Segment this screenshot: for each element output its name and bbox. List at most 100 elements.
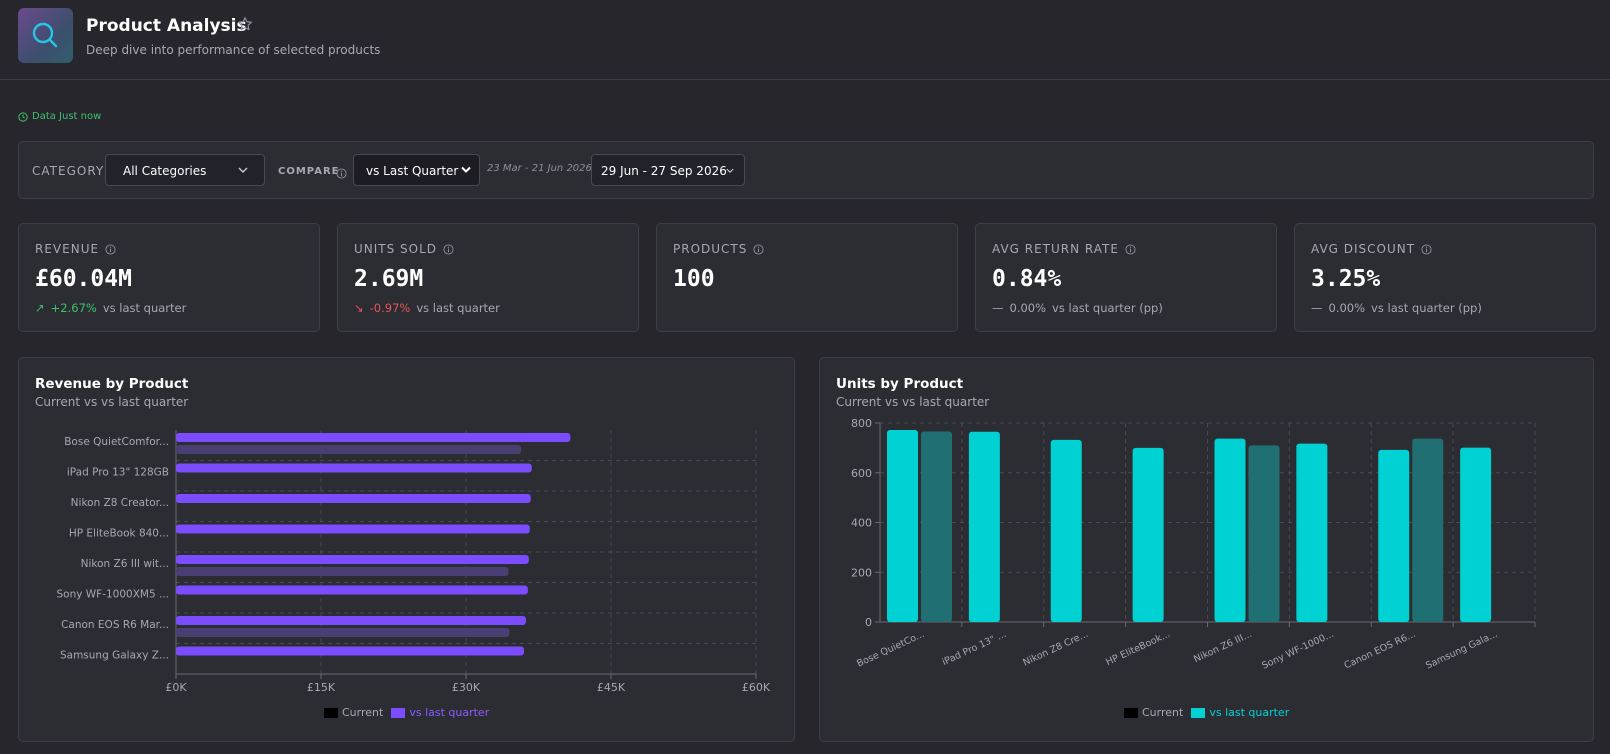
x-tick-label: £0K bbox=[165, 681, 187, 694]
legend-label: Current bbox=[342, 706, 384, 719]
legend-item-previous[interactable]: vs last quarter bbox=[1191, 706, 1289, 719]
bar-previous[interactable] bbox=[921, 431, 952, 622]
kpi-delta-suffix: vs last quarter bbox=[416, 301, 500, 315]
bar-previous[interactable] bbox=[176, 628, 510, 637]
kpi-value: £60.04M bbox=[35, 266, 132, 292]
x-tick-label: Nikon Z8 Cre... bbox=[1021, 629, 1090, 669]
y-tick-label: 200 bbox=[851, 566, 872, 579]
kpi-card: PRODUCTS 100 bbox=[656, 223, 958, 332]
category-select-value: All Categories bbox=[123, 164, 207, 178]
legend-item-current[interactable]: Current bbox=[324, 706, 383, 719]
compare-select[interactable]: vs Last Quarter bbox=[353, 154, 480, 186]
bar-current[interactable] bbox=[1296, 443, 1328, 622]
compare-select-value: vs Last Quarter bbox=[366, 164, 459, 178]
kpi-delta-suffix: vs last quarter (pp) bbox=[1052, 301, 1163, 315]
bar-previous[interactable] bbox=[176, 445, 522, 454]
kpi-delta: -0.97% bbox=[369, 301, 411, 315]
legend-item-previous[interactable]: vs last quarter bbox=[391, 706, 489, 719]
x-tick-label: Bose QuietCo... bbox=[855, 629, 926, 670]
x-tick-label: Canon EOS R6... bbox=[1342, 629, 1417, 672]
bar-current[interactable] bbox=[176, 433, 571, 442]
x-tick-label: HP EliteBook... bbox=[1104, 629, 1172, 668]
page-header: Product Analysis Deep dive into performa… bbox=[0, 0, 1610, 80]
x-tick-label: £30K bbox=[452, 681, 481, 694]
chevron-down-icon bbox=[238, 167, 248, 173]
bar-current[interactable] bbox=[1132, 447, 1164, 622]
bar-current[interactable] bbox=[176, 646, 524, 656]
bar-current[interactable] bbox=[1050, 439, 1082, 622]
kpi-delta-row: — 0.00% vs last quarter (pp) bbox=[992, 301, 1163, 315]
data-status-text: Data Just now bbox=[32, 111, 102, 122]
kpi-delta: 0.00% bbox=[1328, 301, 1366, 315]
chart-subtitle: Current vs vs last quarter bbox=[836, 395, 990, 409]
filter-bar: CATEGORY All Categories COMPARE vs Last … bbox=[18, 141, 1594, 199]
bar-current[interactable] bbox=[176, 463, 532, 473]
legend-swatch bbox=[324, 707, 338, 718]
kpi-delta-suffix: vs last quarter (pp) bbox=[1371, 301, 1482, 315]
legend-label: Current bbox=[1142, 706, 1184, 719]
x-tick-label: £45K bbox=[597, 681, 626, 694]
compare-label: COMPARE bbox=[278, 166, 340, 177]
info-icon bbox=[443, 243, 454, 255]
info-icon bbox=[1421, 243, 1432, 255]
kpi-delta: +2.67% bbox=[50, 301, 97, 315]
bar-current[interactable] bbox=[968, 431, 1000, 622]
bar-current[interactable] bbox=[1378, 449, 1410, 622]
trend-up-icon: ↗ bbox=[35, 301, 45, 315]
bar-current[interactable] bbox=[1214, 438, 1246, 622]
chart-title: Revenue by Product bbox=[35, 376, 189, 392]
trend-flat-icon: — bbox=[992, 301, 1004, 315]
page-title: Product Analysis bbox=[86, 16, 247, 36]
kpi-value: 0.84% bbox=[992, 266, 1062, 292]
bar-previous[interactable] bbox=[1412, 438, 1444, 622]
x-tick-label: £15K bbox=[307, 681, 336, 694]
chart-title: Units by Product bbox=[836, 376, 964, 392]
info-icon bbox=[336, 164, 347, 183]
bar-current[interactable] bbox=[176, 585, 528, 595]
date-range-picker[interactable]: 29 Jun - 27 Sep 2026 bbox=[591, 154, 745, 186]
chart-subtitle: Current vs vs last quarter bbox=[35, 395, 189, 409]
bar-current[interactable] bbox=[1460, 447, 1492, 622]
y-tick-label: Samsung Galaxy Z... bbox=[60, 650, 169, 662]
kpi-card: AVG RETURN RATE 0.84% — 0.00% vs last quarte… bbox=[975, 223, 1277, 332]
kpi-delta-suffix: vs last quarter bbox=[102, 301, 187, 315]
bar-current[interactable] bbox=[176, 494, 531, 503]
kpi-card: UNITS SOLD 2.69M ↘ -0.97% vs last quarter bbox=[337, 223, 639, 332]
kpi-card: REVENUE £60.04M ↗ +2.67% vs last quarter bbox=[18, 223, 320, 332]
trend-down-icon: ↘ bbox=[354, 301, 364, 315]
date-range-value: 29 Jun - 27 Sep 2026 bbox=[601, 164, 727, 178]
data-status: Data Just now bbox=[18, 111, 101, 122]
y-tick-label: Canon EOS R6 Mar... bbox=[61, 619, 169, 631]
y-tick-label: Sony WF-1000XM5 ... bbox=[56, 589, 169, 601]
legend-label: vs last quarter bbox=[1209, 706, 1290, 719]
chevron-down-icon bbox=[461, 166, 471, 173]
kpi-value: 100 bbox=[673, 266, 715, 292]
x-tick-label: iPad Pro 13" ... bbox=[940, 629, 1008, 668]
y-tick-label: 400 bbox=[851, 517, 872, 530]
bar-current[interactable] bbox=[887, 429, 918, 622]
kpi-label-text: AVG DISCOUNT bbox=[1311, 242, 1416, 256]
star-icon[interactable] bbox=[237, 16, 253, 36]
x-tick-label: Nikon Z6 III... bbox=[1192, 629, 1254, 666]
kpi-delta-row: ↗ +2.67% vs last quarter bbox=[35, 301, 186, 315]
revenue-chart-panel: Revenue by Product Current vs vs last qu… bbox=[18, 357, 795, 742]
info-icon bbox=[1125, 243, 1136, 255]
y-tick-label: Nikon Z6 III wit... bbox=[81, 558, 169, 570]
kpi-card: AVG DISCOUNT 3.25% — 0.00% vs last quarter (… bbox=[1294, 223, 1596, 332]
units-chart: 0 200 400 600 800 Bose QuietCo... iPad Pro 13"… bbox=[851, 417, 1536, 672]
bar-previous[interactable] bbox=[1248, 445, 1280, 622]
y-tick-label: Nikon Z8 Creator... bbox=[71, 497, 169, 509]
compare-range-text: 23 Mar - 21 Jun 2026 bbox=[487, 163, 592, 174]
units-chart-panel: Units by Product Current vs vs last quar… bbox=[819, 357, 1594, 742]
bar-current[interactable] bbox=[176, 524, 530, 534]
clock-icon bbox=[18, 111, 28, 122]
bar-previous[interactable] bbox=[176, 567, 509, 576]
category-select[interactable]: All Categories bbox=[105, 154, 265, 186]
category-label: CATEGORY bbox=[32, 164, 105, 178]
kpi-label: PRODUCTS bbox=[673, 242, 764, 256]
bar-current[interactable] bbox=[176, 555, 529, 564]
kpi-label: AVG DISCOUNT bbox=[1311, 242, 1432, 256]
bar-current[interactable] bbox=[176, 616, 526, 625]
legend-item-current[interactable]: Current bbox=[1124, 706, 1183, 719]
x-tick-label: Samsung Gala... bbox=[1424, 629, 1499, 672]
